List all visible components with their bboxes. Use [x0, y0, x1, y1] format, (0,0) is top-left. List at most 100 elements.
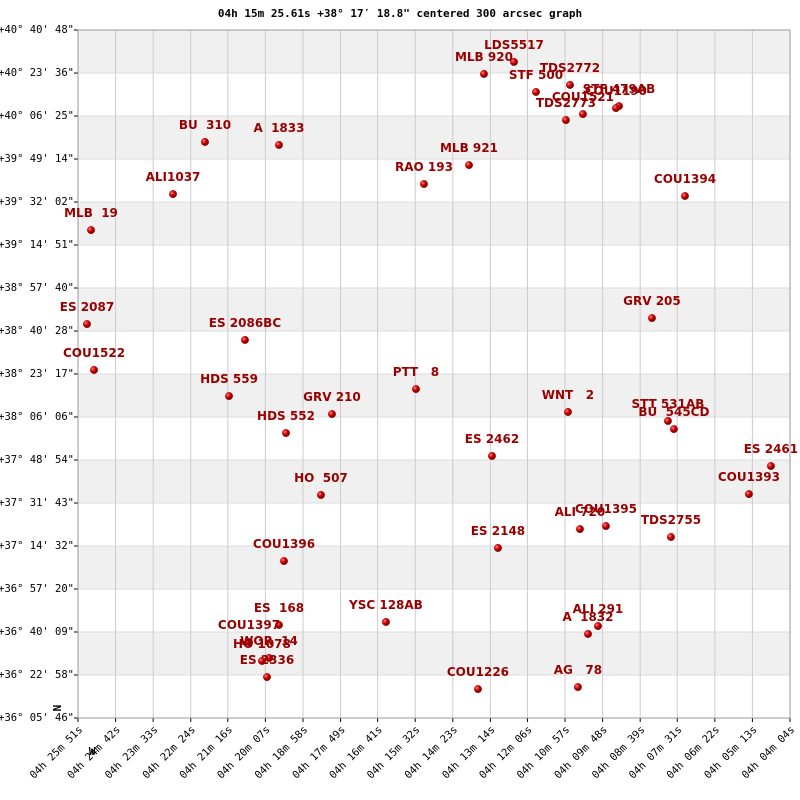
- west-label: W: [89, 745, 96, 758]
- star: [480, 70, 488, 78]
- star: [465, 161, 473, 170]
- band: [78, 30, 790, 74]
- y-tick-label: +37° 14' 32": [0, 540, 74, 552]
- band: [78, 287, 790, 332]
- star-label: COU1521: [552, 90, 614, 104]
- y-tick-label: +39° 49' 14": [0, 153, 74, 165]
- y-tick-label: +38° 23' 17": [0, 368, 74, 380]
- band: [78, 460, 790, 503]
- star-label: ES 2462: [465, 432, 519, 446]
- band: [78, 631, 790, 675]
- star-label: ES 2086BC: [209, 316, 282, 330]
- star-label: COU1395: [575, 502, 637, 516]
- star: [474, 685, 482, 693]
- star-label: ES 168: [254, 601, 304, 615]
- star: [669, 425, 678, 434]
- star-label: STF 479AB: [583, 82, 656, 96]
- star: [258, 657, 266, 665]
- star: [611, 104, 620, 112]
- star: [766, 462, 775, 470]
- star-label: GRV 210: [303, 390, 361, 404]
- star: [510, 58, 518, 66]
- y-tick-label: +37° 48' 54": [0, 454, 74, 466]
- star-label: TDS2773: [536, 96, 596, 110]
- chart-title: 04h 15m 25.61s +38° 17′ 18.8" centered 3…: [218, 7, 582, 20]
- star: [584, 630, 592, 638]
- y-tick-label: +36° 57' 20": [0, 583, 74, 595]
- star: [575, 525, 584, 534]
- star: [566, 80, 574, 89]
- star: [573, 683, 582, 692]
- star: [744, 490, 753, 499]
- band: [78, 373, 790, 417]
- y-tick-label: +36° 05' 46": [0, 712, 74, 724]
- star: [564, 408, 572, 416]
- star-label: ALI1037: [146, 170, 201, 184]
- star: [532, 88, 540, 96]
- star: [578, 110, 587, 119]
- star-label: YSC 128AB: [348, 598, 423, 612]
- star: [241, 335, 249, 344]
- star-label: WNT 2: [542, 388, 594, 402]
- star-label: A 1833: [253, 121, 304, 135]
- y-tick-label: +39° 14' 51": [0, 239, 74, 251]
- star-label: AG 78: [554, 663, 602, 677]
- star-label: ALI 720: [555, 505, 606, 519]
- star: [83, 320, 91, 328]
- star-label: ES 2461: [744, 442, 798, 456]
- band: [78, 116, 790, 159]
- y-tick-label: +38° 57' 40": [0, 282, 74, 294]
- star-label: TDS2772: [540, 61, 600, 75]
- star: [561, 116, 570, 125]
- star: [265, 654, 273, 662]
- star-label: STT 531AB: [631, 397, 704, 411]
- star: [663, 417, 672, 425]
- star-label: HO 507: [294, 471, 348, 485]
- star-label: GRV 205: [623, 294, 681, 308]
- star: [494, 544, 502, 552]
- band: [78, 545, 790, 589]
- star: [681, 192, 689, 200]
- plot-border: [77, 29, 791, 719]
- star-label: PTT 8: [393, 365, 439, 379]
- star: [594, 622, 602, 630]
- star: [275, 621, 283, 629]
- star-label: BU 310: [179, 118, 231, 132]
- star-label: HDS 559: [200, 372, 258, 386]
- star-label: ES 2087: [60, 300, 114, 314]
- star-label: COU1522: [63, 346, 125, 360]
- star-label: A 1832: [562, 610, 613, 624]
- star: [282, 429, 290, 437]
- star-label: COU1397: [218, 618, 280, 632]
- star: [263, 673, 271, 681]
- y-tick-label: +40° 06' 25": [0, 110, 74, 122]
- star-label: COU1226: [447, 665, 509, 679]
- star-label: COU1396: [253, 537, 315, 551]
- star: [488, 452, 496, 460]
- star-label: COU1190: [585, 84, 647, 98]
- star: [245, 638, 253, 647]
- band: [78, 202, 790, 246]
- y-tick-label: +40° 23' 36": [0, 67, 74, 79]
- star-label: TDS2755: [641, 513, 701, 527]
- star-label: BU 545CD: [638, 405, 709, 419]
- star-label: COU1394: [654, 172, 716, 186]
- star-label: STF 500: [509, 68, 563, 82]
- star: [201, 138, 209, 146]
- star: [169, 190, 177, 198]
- y-tick-label: +37° 31' 43": [0, 497, 74, 509]
- star: [382, 618, 390, 626]
- star-label: MLB 19: [64, 206, 118, 220]
- star-label: HDS 552: [257, 409, 315, 423]
- star: [648, 314, 656, 322]
- star-label: ES 2336: [240, 653, 294, 667]
- star: [601, 522, 610, 530]
- star: [225, 392, 233, 401]
- star: [420, 180, 428, 188]
- y-tick-label: +40° 40' 48": [0, 24, 74, 36]
- star-label: ALI 291: [573, 602, 624, 616]
- star-label: MLB 921: [440, 141, 498, 155]
- star-label: COU1393: [718, 470, 780, 484]
- y-tick-label: +39° 32' 02": [0, 196, 74, 208]
